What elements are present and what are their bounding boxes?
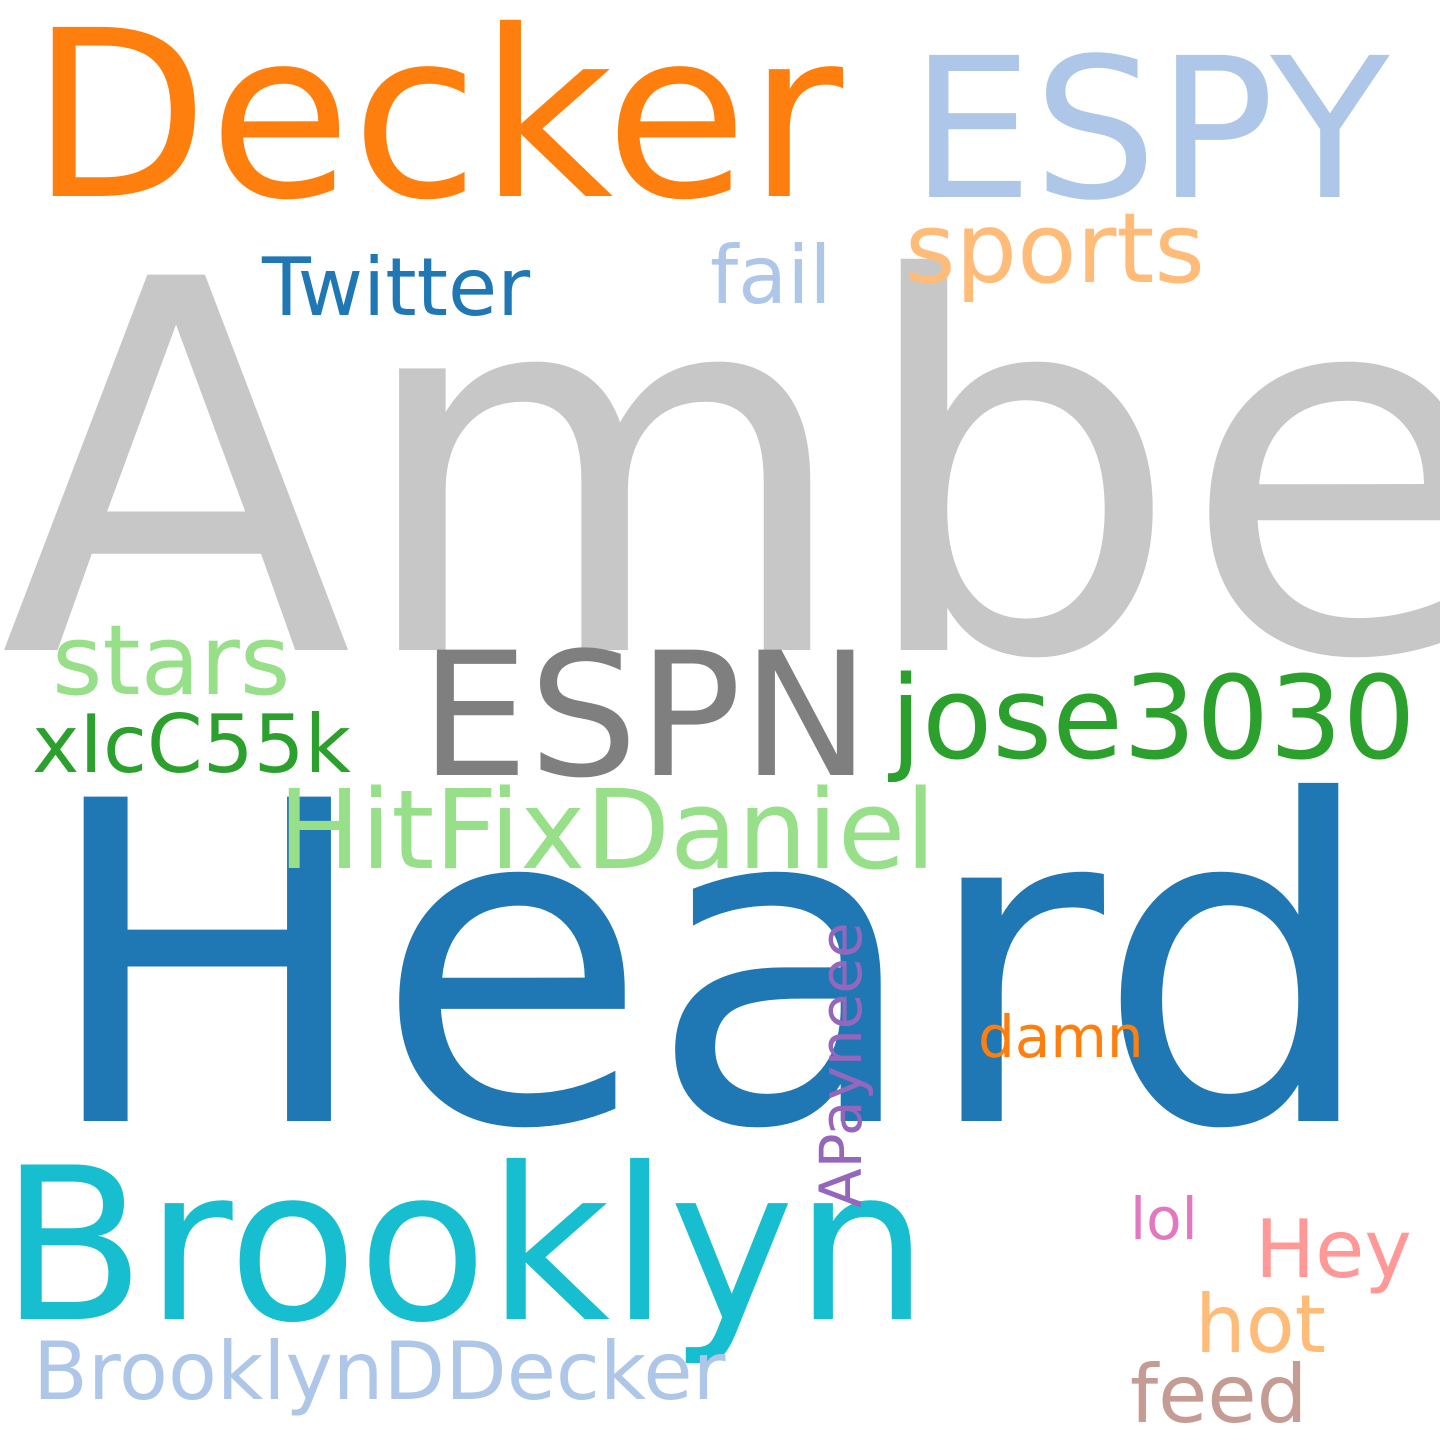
word-brooklyn: Brooklyn — [0, 1122, 929, 1369]
word-brooklynddecker: BrooklynDDecker — [33, 1325, 726, 1418]
word-hitfixdaniel: HitFixDaniel — [278, 766, 936, 894]
word-decker: Decker — [30, 0, 844, 251]
word-heard: Heard — [40, 708, 1379, 1226]
word-stars: stars — [52, 604, 291, 717]
word-lol: lol — [1130, 1185, 1198, 1253]
word-sports: sports — [905, 192, 1205, 305]
word-jose3030: jose3030 — [890, 652, 1416, 786]
word-twitter: Twitter — [262, 241, 531, 334]
word-espn: ESPN — [420, 615, 871, 816]
word-hey: Hey — [1255, 1203, 1412, 1296]
word-feed: feed — [1130, 1348, 1308, 1440]
word-amber: Amber — [0, 173, 1440, 772]
word-espy: ESPY — [910, 16, 1390, 243]
word-apayneee: APayneee — [807, 922, 875, 1208]
word-damn: damn — [978, 1003, 1144, 1071]
word-hot: hot — [1195, 1278, 1327, 1371]
word-xicc55k: xIcC55k — [32, 698, 351, 791]
word-fail: fail — [710, 229, 832, 322]
